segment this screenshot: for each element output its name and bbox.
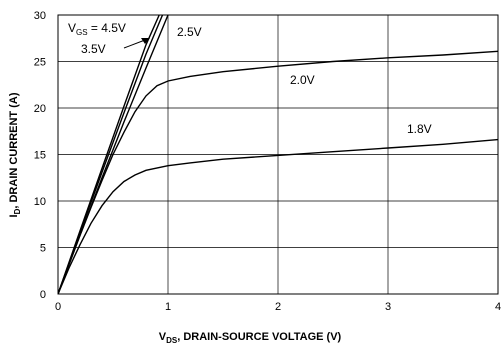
x-axis-title: VDS, DRAIN-SOURCE VOLTAGE (V) (159, 331, 342, 343)
curve-label-value: 2.5V (177, 25, 202, 39)
x-tick-label: 3 (385, 301, 391, 313)
y-tick-label: 0 (40, 289, 46, 301)
x-tick-label: 4 (495, 301, 501, 313)
x-tick-label: 2 (275, 301, 281, 313)
y-tick-label: 25 (34, 57, 46, 69)
series-line-3-5v (58, 15, 164, 294)
x-tick-label: 1 (165, 301, 171, 313)
y-tick-label: 5 (40, 243, 46, 255)
curve-label-4-5v: VGS = 4.5V (68, 21, 126, 37)
x-axis-title-main: V (159, 331, 167, 343)
x-axis-title-sub: DS (166, 336, 178, 343)
curve-label-3-5v: 3.5V (81, 42, 106, 56)
y-tick-label: 15 (34, 150, 46, 162)
y-axis-title-rest: , DRAIN CURRENT (A) (8, 92, 20, 208)
curve-label-sub: GS (76, 28, 88, 37)
curve-label-2-0v: 2.0V (290, 73, 315, 87)
curve-label-pointer (123, 38, 150, 49)
x-axis-title-rest: , DRAIN-SOURCE VOLTAGE (V) (177, 331, 341, 343)
y-axis-title-main: I (8, 214, 20, 217)
series-line-1-8v (58, 138, 498, 294)
curve-label-main: V (68, 21, 76, 35)
series-line-2-0v (58, 50, 498, 294)
curve-label-1-8v: 1.8V (407, 122, 432, 136)
y-tick-label: 30 (34, 10, 46, 22)
curve-label-2-5v: 2.5V (177, 25, 202, 39)
y-axis-title: ID, DRAIN CURRENT (A) (8, 92, 22, 217)
curve-labels: VGS = 4.5V 3.5V 2.5V 2.0V 1.8V (68, 21, 432, 136)
grid-lines (58, 15, 498, 294)
curve-label-value: 2.0V (290, 73, 315, 87)
y-tick-label: 10 (34, 196, 46, 208)
curve-label-value: 1.8V (407, 122, 432, 136)
y-tick-label: 20 (34, 103, 46, 115)
y-axis-title-sub: D (13, 208, 22, 214)
x-tick-label: 0 (55, 301, 61, 313)
plot-frame (57, 14, 499, 295)
y-tick-labels: 0 5 10 15 20 25 30 (34, 10, 46, 301)
x-tick-labels: 0 1 2 3 4 (55, 301, 501, 313)
curve-label-value: 3.5V (81, 42, 106, 56)
curve-label-value: = 4.5V (88, 21, 126, 35)
